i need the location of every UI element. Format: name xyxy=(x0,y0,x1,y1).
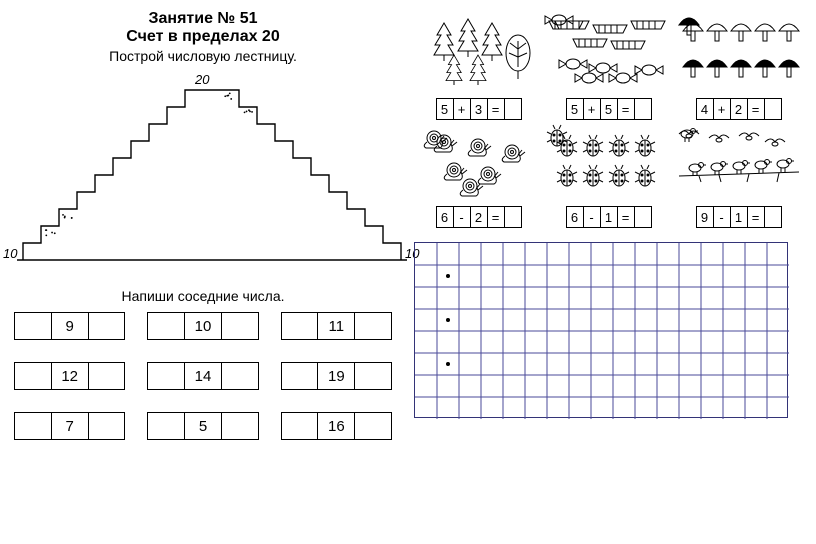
equation-cell: 3 xyxy=(470,98,488,120)
neighbor-cell[interactable]: 7 xyxy=(14,412,125,440)
snails-group xyxy=(419,126,539,196)
equation-cell: 1 xyxy=(600,206,618,228)
neighbor-given: 7 xyxy=(52,413,89,439)
neighbor-blank-left[interactable] xyxy=(148,313,185,339)
neighbor-given: 10 xyxy=(185,313,222,339)
neighbor-blank-right[interactable] xyxy=(89,413,125,439)
equations-subtraction: 6-2=6-1=9-1= xyxy=(414,206,804,228)
neighbor-given: 11 xyxy=(318,313,355,339)
staircase-instruction: Построй числовую лестницу. xyxy=(8,48,398,64)
neighbor-blank-right[interactable] xyxy=(355,313,391,339)
equation-cell: + xyxy=(453,98,471,120)
lesson-number: Занятие № 51 xyxy=(8,10,398,28)
neighbor-blank-right[interactable] xyxy=(89,363,125,389)
neighbor-blank-left[interactable] xyxy=(282,363,319,389)
mushrooms-group xyxy=(679,12,799,88)
neighbor-cell[interactable]: 14 xyxy=(147,362,258,390)
equation-cell: 5 xyxy=(600,98,618,120)
equation-cell: 4 xyxy=(696,98,714,120)
equation-cell: 2 xyxy=(470,206,488,228)
counting-pictures-bottom xyxy=(414,126,804,196)
equation-cell: = xyxy=(487,98,505,120)
neighbor-given: 12 xyxy=(52,363,89,389)
equation-cell: - xyxy=(583,206,601,228)
neighbors-instruction: Напиши соседние числа. xyxy=(8,288,398,304)
birds-group xyxy=(679,126,799,196)
equation-cell: - xyxy=(713,206,731,228)
neighbor-blank-right[interactable] xyxy=(222,413,258,439)
counting-pictures-top xyxy=(414,12,804,88)
neighbor-blank-left[interactable] xyxy=(15,363,52,389)
neighbor-cell[interactable]: 12 xyxy=(14,362,125,390)
trees-group xyxy=(419,12,539,88)
equation-cell: = xyxy=(487,206,505,228)
neighbor-given: 14 xyxy=(185,363,222,389)
neighbor-blank-left[interactable] xyxy=(282,413,319,439)
equation-answer-blank[interactable] xyxy=(504,206,522,228)
neighbor-cell[interactable]: 19 xyxy=(281,362,392,390)
neighbor-cell[interactable]: 16 xyxy=(281,412,392,440)
equation: 9-1= xyxy=(697,206,782,228)
equation-cell: = xyxy=(617,206,635,228)
equation-cell: = xyxy=(617,98,635,120)
neighbor-blank-left[interactable] xyxy=(15,313,52,339)
boats-candy-group xyxy=(549,12,669,88)
equation-cell: 6 xyxy=(566,206,584,228)
equation: 4+2= xyxy=(697,98,782,120)
equation-answer-blank[interactable] xyxy=(634,206,652,228)
neighbor-blank-left[interactable] xyxy=(148,413,185,439)
neighbor-given: 9 xyxy=(52,313,89,339)
neighbor-blank-left[interactable] xyxy=(15,413,52,439)
equation-cell: 2 xyxy=(730,98,748,120)
stair-top-label: 20 xyxy=(195,72,209,87)
equation: 5+3= xyxy=(437,98,522,120)
equation-cell: + xyxy=(713,98,731,120)
neighbor-blank-left[interactable] xyxy=(282,313,319,339)
neighbor-given: 19 xyxy=(318,363,355,389)
equation-cell: 6 xyxy=(436,206,454,228)
grid-dot xyxy=(446,362,450,366)
neighbor-given: 5 xyxy=(185,413,222,439)
equation-cell: = xyxy=(747,98,765,120)
equation-cell: + xyxy=(583,98,601,120)
neighbor-blank-right[interactable] xyxy=(355,413,391,439)
neighbor-blank-left[interactable] xyxy=(148,363,185,389)
grid-dot xyxy=(446,318,450,322)
equation-cell: = xyxy=(747,206,765,228)
equation-answer-blank[interactable] xyxy=(764,98,782,120)
neighbor-cell[interactable]: 10 xyxy=(147,312,258,340)
grid-paper xyxy=(414,242,788,418)
stair-left-label: 10 xyxy=(3,246,17,261)
equation-cell: 1 xyxy=(730,206,748,228)
neighbor-blank-right[interactable] xyxy=(355,363,391,389)
neighbor-given: 16 xyxy=(318,413,355,439)
equation: 6-2= xyxy=(437,206,522,228)
neighbors-grid: 9 10 11 12 14 19 7 5 16 xyxy=(8,312,398,440)
equation-cell: 5 xyxy=(566,98,584,120)
neighbor-cell[interactable]: 9 xyxy=(14,312,125,340)
equation-answer-blank[interactable] xyxy=(764,206,782,228)
equations-addition: 5+3=5+5=4+2= xyxy=(414,98,804,120)
neighbor-blank-right[interactable] xyxy=(222,313,258,339)
neighbor-blank-right[interactable] xyxy=(89,313,125,339)
equation-answer-blank[interactable] xyxy=(504,98,522,120)
lesson-title: Счет в пределах 20 xyxy=(8,28,398,46)
equation-cell: 9 xyxy=(696,206,714,228)
equation: 5+5= xyxy=(567,98,652,120)
grid-dot xyxy=(446,274,450,278)
neighbor-cell[interactable]: 5 xyxy=(147,412,258,440)
equation-cell: 5 xyxy=(436,98,454,120)
neighbor-blank-right[interactable] xyxy=(222,363,258,389)
number-staircase: 20 10 10 xyxy=(8,70,398,270)
neighbor-cell[interactable]: 11 xyxy=(281,312,392,340)
equation-cell: - xyxy=(453,206,471,228)
equation-answer-blank[interactable] xyxy=(634,98,652,120)
equation: 6-1= xyxy=(567,206,652,228)
beetles-group xyxy=(549,126,669,196)
